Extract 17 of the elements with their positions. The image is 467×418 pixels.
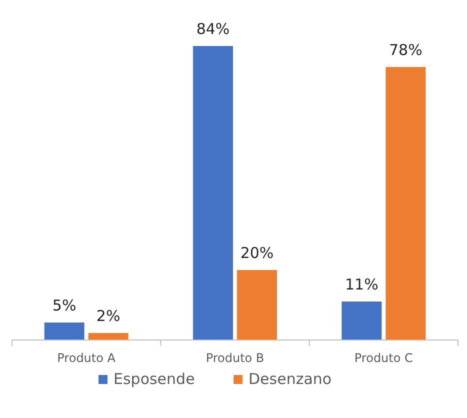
bar [193,46,233,340]
bar [342,302,382,340]
data-label: 11% [344,276,378,294]
legend-label: Desenzano [248,370,332,388]
x-tick-label: Produto B [206,351,264,365]
bar [44,322,84,340]
data-label: 5% [52,296,76,314]
x-tick-label: Produto A [57,351,116,365]
data-label: 78% [388,41,422,59]
bar [386,67,426,340]
data-label: 2% [96,307,120,325]
x-tick-label: Produto C [354,351,413,365]
legend-label: Esposende [114,370,195,388]
bar [237,270,277,340]
data-label: 84% [196,20,230,38]
bar [88,333,128,340]
data-label: 20% [240,244,274,262]
